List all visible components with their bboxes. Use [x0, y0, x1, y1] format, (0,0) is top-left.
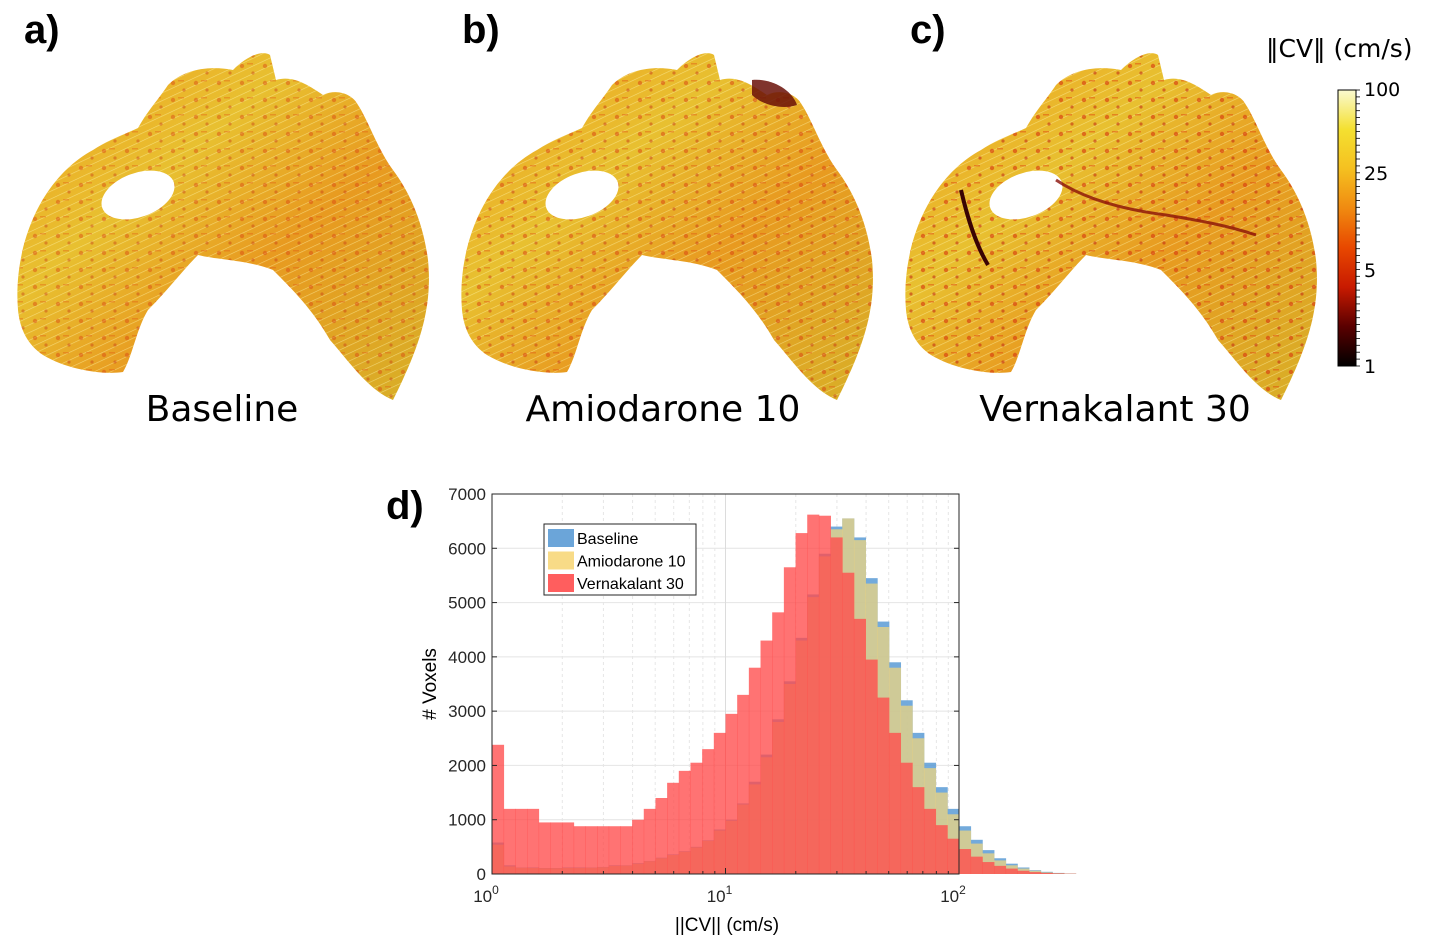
- histogram-bar: [492, 744, 505, 874]
- legend-label: Baseline: [577, 531, 638, 548]
- histogram-bar: [1017, 870, 1030, 874]
- chart-series: [492, 514, 1077, 874]
- heart-vernakalant: [905, 53, 1317, 400]
- heart-renderings: [17, 53, 1317, 400]
- y-tick-label: 7000: [448, 485, 486, 504]
- panel-label-a: a): [24, 8, 60, 52]
- histogram-bar: [1005, 868, 1018, 874]
- y-axis-label: # Voxels: [420, 648, 441, 720]
- histogram-bar: [994, 865, 1007, 874]
- x-tick-label: 101: [707, 883, 733, 906]
- histogram-bar: [783, 567, 796, 874]
- chart-legend: Baseline Amiodarone 10 Vernakalant 30: [543, 523, 697, 596]
- histogram-bar: [842, 572, 855, 874]
- panel-label-c: c): [910, 8, 946, 52]
- histogram-bar: [1040, 872, 1053, 874]
- histogram-bar: [538, 822, 551, 874]
- y-tick-label: 3000: [448, 702, 486, 721]
- colorbar: [1337, 89, 1360, 367]
- y-tick-label: 0: [477, 865, 486, 884]
- y-tick-label: 1000: [448, 811, 486, 830]
- legend-swatch: [548, 529, 574, 547]
- histogram-bar: [620, 826, 633, 874]
- histogram-bar: [608, 826, 621, 874]
- histogram-bar: [888, 732, 902, 874]
- x-tick-label: 100: [473, 883, 499, 906]
- histogram-bar: [760, 640, 773, 874]
- histogram-bar: [818, 515, 831, 874]
- histogram-bar: [702, 749, 715, 874]
- colorbar-tick-5: 5: [1364, 260, 1377, 282]
- histogram-bar: [748, 667, 761, 874]
- histogram-bar: [912, 787, 925, 874]
- colorbar-tick-1: 1: [1364, 356, 1377, 378]
- legend-swatch: [548, 551, 574, 570]
- histogram-bar: [678, 770, 691, 874]
- histogram-bar: [562, 822, 575, 874]
- caption-amiodarone: Amiodarone 10: [525, 389, 801, 430]
- series-vernakalant-30: [492, 514, 1077, 874]
- histogram-bar: [632, 819, 645, 874]
- histogram-bar: [947, 838, 960, 874]
- histogram-bar: [853, 618, 866, 874]
- histogram-bar: [737, 694, 750, 874]
- histogram-bar: [1029, 872, 1042, 874]
- panel-label-d: d): [386, 484, 424, 528]
- histogram-bar: [982, 862, 995, 874]
- colorbar-tick-100: 100: [1364, 79, 1401, 101]
- colorbar-tick-25: 25: [1364, 163, 1389, 185]
- y-tick-label: 5000: [448, 594, 486, 613]
- histogram-bar: [959, 849, 972, 874]
- legend-swatch: [548, 574, 574, 592]
- y-tick-label: 6000: [448, 539, 486, 558]
- histogram-bar: [690, 762, 703, 874]
- histogram-bar: [923, 808, 937, 874]
- caption-baseline: Baseline: [145, 389, 299, 430]
- histogram-bar: [900, 762, 913, 874]
- x-axis-label: ||CV|| (cm/s): [675, 915, 779, 936]
- histogram-bar: [935, 825, 948, 874]
- histogram-bar: [573, 826, 586, 874]
- histogram-bar: [713, 732, 726, 874]
- panel-label-b: b): [462, 8, 500, 52]
- histogram-bar: [877, 697, 890, 874]
- heart-amiodarone: [461, 53, 873, 400]
- histogram-bar: [970, 856, 983, 874]
- heart-baseline: [17, 53, 429, 400]
- legend-label: Amiodarone 10: [577, 554, 686, 571]
- histogram-bar: [503, 808, 516, 874]
- histogram-bar: [807, 514, 820, 874]
- chart-axes: 0 1000 2000 3000 4000 5000 6000 7000 100 101 102: [448, 485, 966, 906]
- histogram-bar: [515, 808, 528, 874]
- histogram-bar: [527, 808, 540, 874]
- histogram-bar: [597, 826, 610, 874]
- histogram-bar: [667, 782, 680, 874]
- histogram-bar: [830, 537, 843, 874]
- x-tick-label: 102: [940, 883, 966, 906]
- histogram-bar: [725, 713, 738, 874]
- histogram-bar: [795, 533, 808, 874]
- colorbar-title: ‖CV‖ (cm/s): [1266, 34, 1413, 63]
- histogram-bar: [772, 612, 785, 874]
- legend-label: Vernakalant 30: [577, 576, 684, 593]
- histogram-bar: [865, 659, 878, 874]
- histogram-bar: [550, 822, 563, 874]
- histogram-bar: [655, 798, 668, 874]
- caption-vernakalant: Vernakalant 30: [979, 389, 1251, 430]
- y-tick-label: 2000: [448, 756, 486, 775]
- histogram-bar: [585, 826, 598, 874]
- y-tick-label: 4000: [448, 648, 486, 667]
- histogram-bar: [1052, 873, 1065, 874]
- histogram-bar: [643, 808, 656, 874]
